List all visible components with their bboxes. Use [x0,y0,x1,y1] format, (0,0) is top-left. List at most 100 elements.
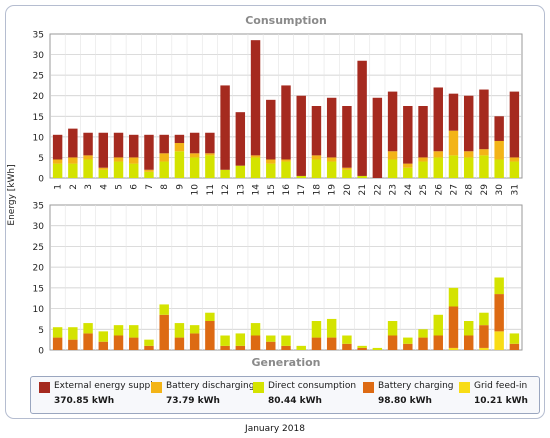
x-tick-label: 9 [175,184,185,190]
bar-direct-consumption-day-31 [509,161,520,178]
x-tick-label: 27 [449,184,459,195]
bar-external-energy-supply-day-25 [418,106,428,158]
generation-title: Generation [251,356,320,369]
x-tick-label: 1 [54,184,64,190]
y-tick-label: 20 [33,92,45,102]
bar-battery-charging-day-21 [357,347,367,350]
y-tick-label: 35 [33,202,44,212]
legend-label: Battery discharging [166,381,255,391]
bar-external-energy-supply-day-21 [357,60,367,176]
bar-battery-discharging-day-7 [144,169,154,172]
bar-external-energy-supply-day-18 [311,106,322,156]
bar-direct-consumption-day-2 [68,327,78,340]
x-tick-label: 11 [206,184,216,195]
bar-external-energy-supply-day-26 [433,87,443,152]
bar-battery-discharging-day-10 [189,153,200,158]
legend-swatch-grid-feed-in [459,382,470,393]
bar-direct-consumption-day-11 [205,312,215,321]
bar-external-energy-supply-day-7 [144,134,154,170]
x-tick-label: 30 [495,184,505,196]
legend-label: External energy supply [54,381,159,391]
bar-external-energy-supply-day-16 [281,85,291,160]
y-tick-label: 5 [38,154,44,164]
bar-direct-consumption-day-28 [463,321,474,336]
legend: External energy supply 370.85 kWh Batter… [30,376,540,414]
y-tick-label: 30 [33,222,45,232]
bar-battery-discharging-day-8 [159,153,169,162]
y-tick-label: 0 [38,175,44,185]
legend-label: Direct consumption [268,381,357,391]
bar-direct-consumption-day-19 [326,318,337,338]
bar-battery-discharging-day-24 [403,163,413,168]
bar-direct-consumption-day-27 [448,287,459,307]
bar-external-energy-supply-day-22 [372,97,383,178]
bar-direct-consumption-day-21 [357,345,367,348]
bar-external-energy-supply-day-12 [220,85,230,170]
bar-battery-charging-day-7 [144,345,154,350]
bar-direct-consumption-day-28 [463,157,474,178]
x-tick-label: 3 [84,184,94,190]
y-tick-label: 15 [33,113,44,123]
bar-direct-consumption-day-1 [52,327,63,338]
bar-direct-consumption-day-26 [433,157,443,178]
bar-battery-charging-day-30 [494,294,504,332]
y-tick-label: 20 [33,264,45,274]
bar-battery-charging-day-5 [113,335,124,350]
bar-battery-discharging-day-1 [52,159,63,164]
bar-direct-consumption-day-6 [129,325,139,338]
bar-battery-discharging-day-31 [509,157,520,162]
bar-battery-discharging-day-4 [98,167,109,170]
bar-external-energy-supply-day-30 [494,116,504,141]
bar-direct-consumption-day-7 [144,339,154,346]
bar-direct-consumption-day-25 [418,329,428,338]
bar-external-energy-supply-day-8 [159,134,169,154]
bar-battery-discharging-day-29 [479,149,489,156]
bar-direct-consumption-day-4 [98,169,109,178]
legend-value: 98.80 kWh [378,396,432,406]
bar-direct-consumption-day-20 [342,169,352,178]
bar-battery-charging-day-6 [129,337,139,350]
bar-grid-feed-in-day-29 [479,347,489,350]
bar-external-energy-supply-day-14 [250,40,261,156]
bar-battery-charging-day-19 [326,337,337,350]
bar-direct-consumption-day-15 [266,163,276,178]
bar-battery-charging-day-4 [98,341,109,350]
x-tick-label: 22 [373,184,383,195]
bar-direct-consumption-day-21 [357,175,367,178]
x-tick-label: 13 [236,184,246,195]
bar-direct-consumption-day-27 [448,155,459,178]
bar-grid-feed-in-day-30 [494,331,504,350]
y-tick-label: 30 [33,51,45,61]
bar-battery-charging-day-25 [418,337,428,350]
bar-battery-discharging-day-2 [68,157,78,164]
legend-value: 10.21 kWh [474,396,528,406]
x-tick-label: 25 [419,184,429,195]
bar-direct-consumption-day-17 [296,345,306,350]
bar-battery-discharging-day-15 [266,159,276,164]
x-tick-label: 20 [343,184,353,196]
bar-direct-consumption-day-1 [52,163,63,178]
bar-battery-discharging-day-20 [342,167,352,170]
bar-external-energy-supply-day-23 [387,91,398,152]
x-tick-label: 7 [145,184,155,190]
bar-battery-discharging-day-19 [326,157,337,162]
x-tick-label: 17 [297,184,307,195]
bar-direct-consumption-day-7 [144,171,154,178]
bar-direct-consumption-day-13 [235,165,246,178]
y-tick-label: 10 [33,305,45,315]
bar-external-energy-supply-day-29 [479,89,489,150]
bar-battery-charging-day-8 [159,314,169,350]
bar-direct-consumption-day-24 [403,167,413,178]
bar-direct-consumption-day-11 [205,155,215,178]
x-tick-label: 4 [99,184,109,190]
bar-battery-charging-day-28 [463,335,474,350]
bar-external-energy-supply-day-9 [174,134,185,144]
bar-battery-charging-day-3 [83,333,93,350]
bar-direct-consumption-day-29 [479,155,489,178]
bar-direct-consumption-day-30 [494,277,504,295]
y-tick-label: 25 [33,243,44,253]
bar-battery-discharging-day-28 [463,151,474,158]
x-tick-label: 15 [267,184,277,195]
bar-direct-consumption-day-15 [266,335,276,342]
